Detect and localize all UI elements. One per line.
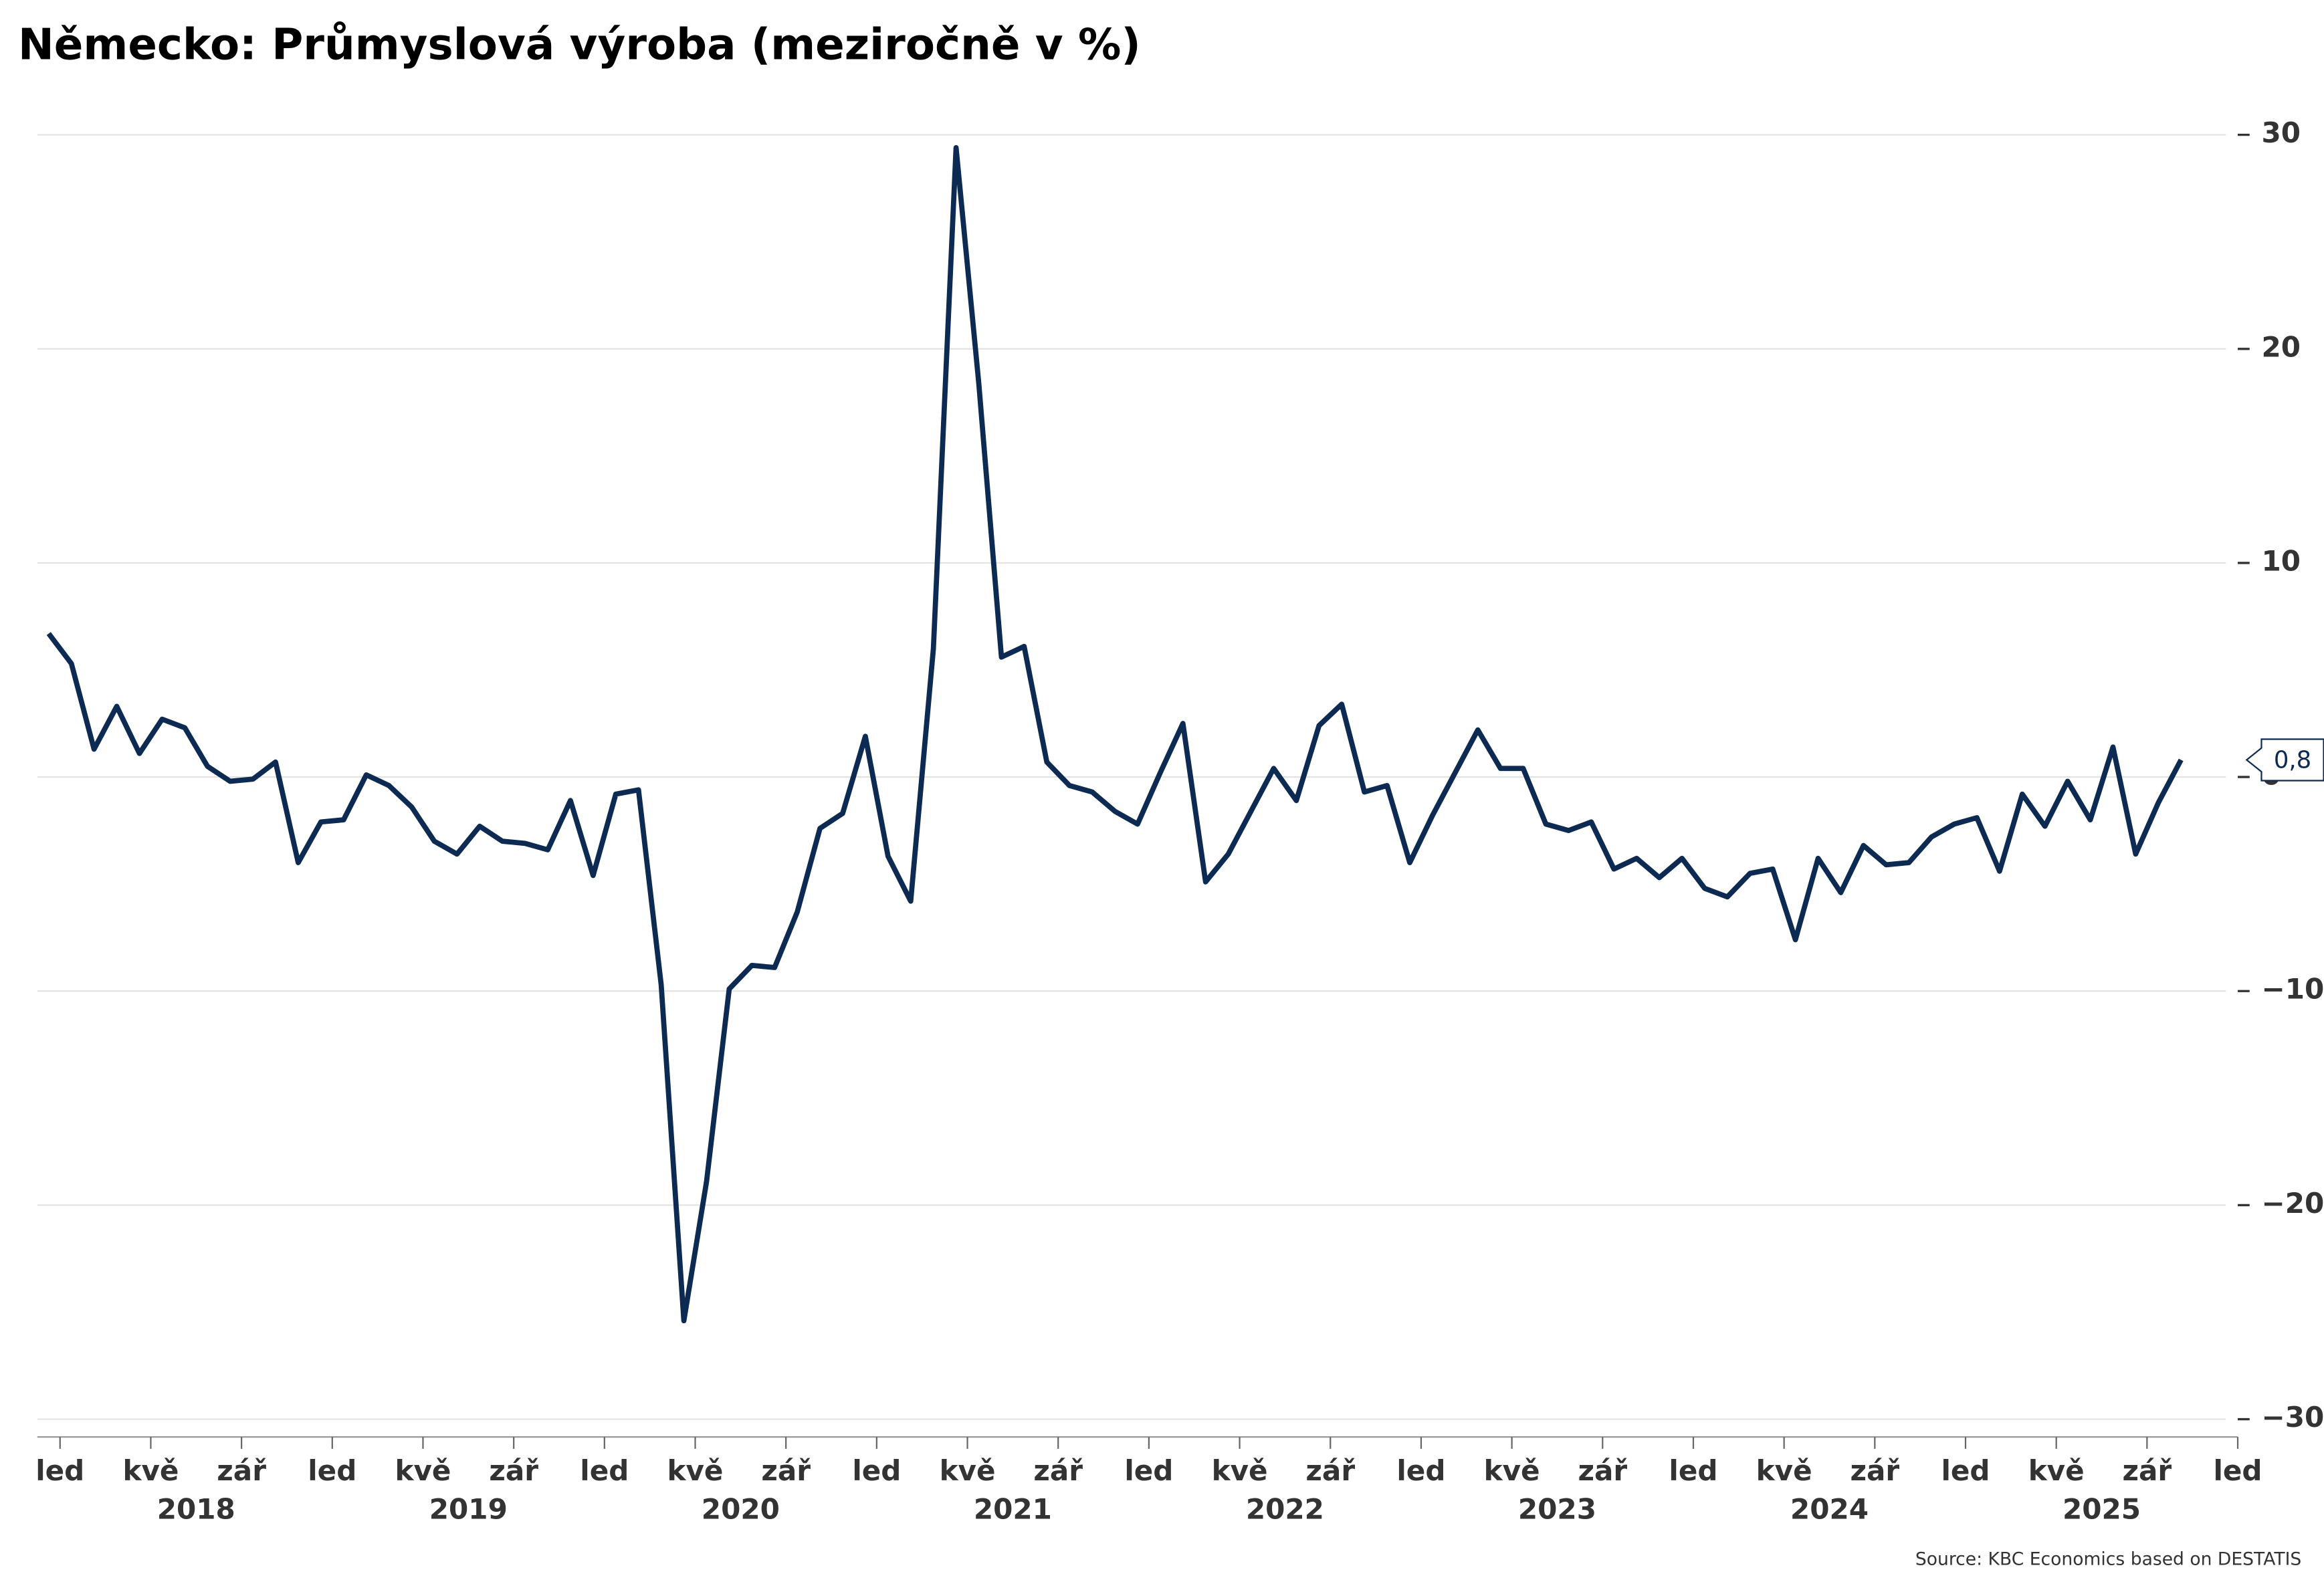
- x-tick-label: kvě: [667, 1454, 724, 1487]
- year-label: 2021: [974, 1492, 1052, 1525]
- value-label: 0,8: [2274, 747, 2311, 774]
- x-tick-label: led: [35, 1454, 84, 1487]
- x-tick-label: zář: [761, 1454, 811, 1487]
- source: Source: KBC Economics based on DESTATIS: [1915, 1549, 2301, 1570]
- data-line: [46, 144, 2184, 1324]
- x-tick-label: zář: [2123, 1454, 2172, 1487]
- x-tick-label: led: [1124, 1454, 1173, 1487]
- year-label: 2018: [157, 1492, 235, 1525]
- x-tick-label: led: [308, 1454, 356, 1487]
- x-tick-label: zář: [1851, 1454, 1900, 1487]
- x-tick-label: zář: [217, 1454, 266, 1487]
- y-tick-label: −10: [2261, 973, 2324, 1006]
- x-tick-label: zář: [1033, 1454, 1083, 1487]
- x-tick-label: kvě: [2028, 1454, 2085, 1487]
- year-label: 2024: [1790, 1492, 1869, 1525]
- x-tick-label: kvě: [122, 1454, 179, 1487]
- y-tick-label: 20: [2261, 330, 2301, 363]
- x-tick-label: led: [852, 1454, 901, 1487]
- year-label: 2023: [1518, 1492, 1596, 1525]
- y-tick-label: 30: [2261, 116, 2301, 149]
- x-tick-label: zář: [1305, 1454, 1355, 1487]
- x-tick-label: kvě: [395, 1454, 451, 1487]
- year-label: 2020: [702, 1492, 780, 1525]
- x-tick-label: led: [2213, 1454, 2262, 1487]
- x-tick-label: led: [580, 1454, 629, 1487]
- x-tick-label: kvě: [940, 1454, 996, 1487]
- year-label: 2022: [1246, 1492, 1324, 1525]
- year-label: 2019: [429, 1492, 508, 1525]
- y-tick-label: −20: [2261, 1187, 2324, 1220]
- x-tick-label: led: [1396, 1454, 1445, 1487]
- chart-title: Německo: Průmyslová výroba (meziročně v …: [18, 19, 1141, 70]
- x-tick-label: led: [1941, 1454, 1990, 1487]
- y-tick-label: 10: [2261, 544, 2301, 577]
- x-tick-label: kvě: [1212, 1454, 1268, 1487]
- x-tick-label: kvě: [1484, 1454, 1540, 1487]
- year-label: 2025: [2063, 1492, 2141, 1525]
- x-tick-label: zář: [1578, 1454, 1627, 1487]
- x-tick-label: zář: [489, 1454, 538, 1487]
- y-tick-label: −30: [2261, 1401, 2324, 1434]
- x-tick-label: led: [1669, 1454, 1717, 1487]
- x-tick-label: kvě: [1756, 1454, 1812, 1487]
